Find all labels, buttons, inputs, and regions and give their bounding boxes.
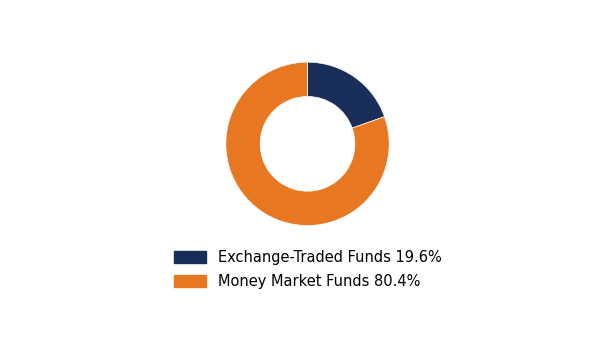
Wedge shape [226,62,389,226]
Legend: Exchange-Traded Funds 19.6%, Money Market Funds 80.4%: Exchange-Traded Funds 19.6%, Money Marke… [174,250,441,289]
Wedge shape [307,62,385,128]
